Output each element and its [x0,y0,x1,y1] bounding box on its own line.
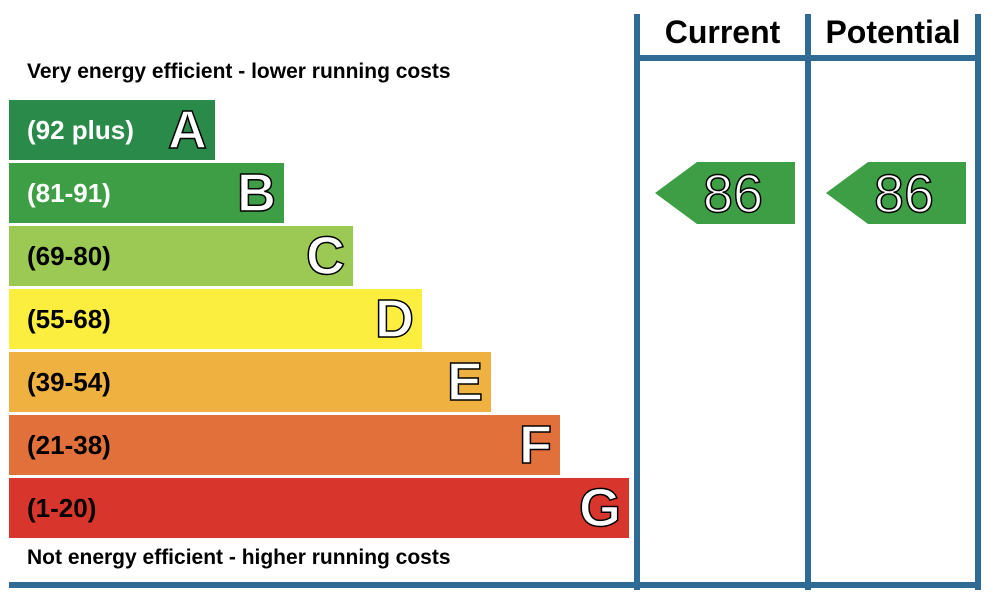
band-range-label: (55-68) [27,304,111,334]
band-range-label: (1-20) [27,493,97,523]
band-range-label: (81-91) [27,178,111,208]
column-header-rule [634,55,981,61]
efficiency-caption-top: Very energy efficient - lower running co… [27,60,451,83]
band-range-label: (21-38) [27,430,111,460]
band-letter: D [374,288,415,350]
chart-bottom-rule [9,582,981,588]
band-bar-b: (81-91) B [9,162,284,224]
band-range-label: (69-80) [27,241,111,271]
band-range-label: (39-54) [27,367,111,397]
band-letter: B [236,162,277,224]
current-column-header: Current [664,14,781,50]
band-bar-e: (39-54) E [9,351,491,413]
band-bar-g: (1-20) G [9,477,629,539]
current-rating-arrow: 86 [655,162,795,224]
current-rating-arrow-shape [655,162,795,224]
current-rating-value: 86 [703,164,763,224]
potential-rating-arrow-shape [826,162,966,224]
band-letter: G [578,477,622,539]
potential-rating-arrow: 86 [826,162,966,224]
column-divider-middle [805,14,811,590]
potential-column-header: Potential [825,14,961,50]
band-range-label: (92 plus) [27,115,134,145]
band-bar-a: (92 plus) A [9,99,215,161]
band-bar-d: (55-68) D [9,288,422,350]
band-letter: C [305,225,346,287]
efficiency-caption-bottom: Not energy efficient - higher running co… [27,546,451,569]
band-letter: F [518,414,553,476]
band-bar-c: (69-80) C [9,225,353,287]
band-bar-f: (21-38) F [9,414,560,476]
column-divider-left [634,14,640,590]
band-letter: E [446,351,484,413]
band-letter: A [167,99,208,161]
potential-rating-value: 86 [874,164,934,224]
column-divider-right [975,14,981,590]
